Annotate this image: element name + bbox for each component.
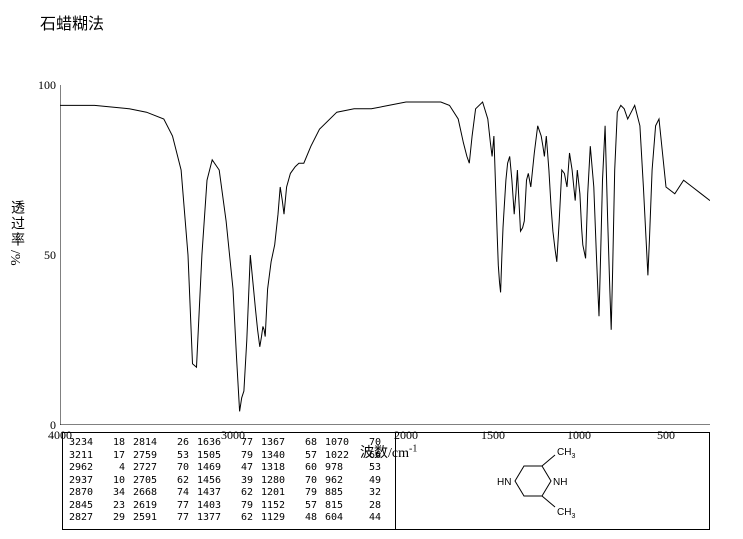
peak-wavenumber: 1505 bbox=[197, 450, 229, 463]
peak-value: 10 bbox=[105, 475, 125, 488]
peak-wavenumber: 1469 bbox=[197, 462, 229, 475]
peak-wavenumber: 3211 bbox=[69, 450, 101, 463]
peak-value: 47 bbox=[233, 462, 253, 475]
peak-value: 18 bbox=[105, 437, 125, 450]
peak-value: 74 bbox=[169, 487, 189, 500]
peak-value: 77 bbox=[233, 437, 253, 450]
peak-wavenumber: 3234 bbox=[69, 437, 101, 450]
peak-wavenumber: 2937 bbox=[69, 475, 101, 488]
peak-value: 79 bbox=[297, 487, 317, 500]
peak-wavenumber: 2727 bbox=[133, 462, 165, 475]
peak-wavenumber: 962 bbox=[325, 475, 357, 488]
y-tick-label: 50 bbox=[26, 248, 56, 263]
peak-wavenumber: 2759 bbox=[133, 450, 165, 463]
molecule-structure: HN NH CH3 CH3 bbox=[396, 433, 709, 529]
peak-wavenumber: 1201 bbox=[261, 487, 293, 500]
peak-value: 53 bbox=[361, 462, 381, 475]
peak-value: 77 bbox=[169, 512, 189, 525]
peak-wavenumber: 1437 bbox=[197, 487, 229, 500]
peak-wavenumber: 1070 bbox=[325, 437, 357, 450]
mol-hn: HN bbox=[497, 477, 511, 488]
peak-value: 68 bbox=[297, 437, 317, 450]
peak-value: 23 bbox=[105, 500, 125, 513]
peak-wavenumber: 1636 bbox=[197, 437, 229, 450]
peak-wavenumber: 885 bbox=[325, 487, 357, 500]
peak-value: 79 bbox=[233, 450, 253, 463]
chart-area: 透过率 /% 050100 40003000200015001000500 波数… bbox=[0, 40, 743, 420]
data-panel: 3234321129622937287028452827181741034232… bbox=[62, 432, 710, 530]
peak-wavenumber: 1152 bbox=[261, 500, 293, 513]
y-tick-label: 100 bbox=[26, 78, 56, 93]
molecule-svg: HN NH CH3 CH3 bbox=[483, 437, 623, 525]
peak-wavenumber: 604 bbox=[325, 512, 357, 525]
peak-wavenumber: 2814 bbox=[133, 437, 165, 450]
peak-wavenumber: 1022 bbox=[325, 450, 357, 463]
peak-value: 53 bbox=[169, 450, 189, 463]
peak-value: 70 bbox=[297, 475, 317, 488]
peak-wavenumber: 2845 bbox=[69, 500, 101, 513]
peak-value: 77 bbox=[169, 500, 189, 513]
peak-value: 29 bbox=[105, 512, 125, 525]
y-axis-label: 透过率 bbox=[6, 200, 26, 248]
peak-value: 34 bbox=[105, 487, 125, 500]
peak-value: 66 bbox=[361, 450, 381, 463]
y-axis-unit: /% bbox=[6, 250, 22, 266]
peak-wavenumber: 2870 bbox=[69, 487, 101, 500]
peak-table: 3234321129622937287028452827181741034232… bbox=[63, 433, 396, 529]
peak-value: 17 bbox=[105, 450, 125, 463]
peak-value: 62 bbox=[233, 487, 253, 500]
peak-value: 70 bbox=[361, 437, 381, 450]
peak-wavenumber: 1318 bbox=[261, 462, 293, 475]
peak-wavenumber: 2619 bbox=[133, 500, 165, 513]
peak-value: 32 bbox=[361, 487, 381, 500]
peak-value: 62 bbox=[233, 512, 253, 525]
peak-wavenumber: 1367 bbox=[261, 437, 293, 450]
peak-wavenumber: 2962 bbox=[69, 462, 101, 475]
mol-nh: NH bbox=[553, 477, 567, 488]
peak-wavenumber: 815 bbox=[325, 500, 357, 513]
peak-wavenumber: 2705 bbox=[133, 475, 165, 488]
peak-value: 57 bbox=[297, 500, 317, 513]
peak-value: 70 bbox=[169, 462, 189, 475]
peak-value: 39 bbox=[233, 475, 253, 488]
mol-ch3-bot: CH3 bbox=[557, 507, 575, 520]
peak-value: 62 bbox=[169, 475, 189, 488]
peak-value: 79 bbox=[233, 500, 253, 513]
peak-value: 44 bbox=[361, 512, 381, 525]
peak-value: 28 bbox=[361, 500, 381, 513]
peak-value: 48 bbox=[297, 512, 317, 525]
chart-title: 石蜡糊法 bbox=[40, 10, 104, 34]
peak-value: 60 bbox=[297, 462, 317, 475]
peak-wavenumber: 1340 bbox=[261, 450, 293, 463]
peak-wavenumber: 2668 bbox=[133, 487, 165, 500]
peak-wavenumber: 1377 bbox=[197, 512, 229, 525]
peak-wavenumber: 2827 bbox=[69, 512, 101, 525]
peak-wavenumber: 2591 bbox=[133, 512, 165, 525]
peak-value: 26 bbox=[169, 437, 189, 450]
peak-wavenumber: 1456 bbox=[197, 475, 229, 488]
peak-wavenumber: 1403 bbox=[197, 500, 229, 513]
peak-value: 4 bbox=[105, 462, 125, 475]
peak-wavenumber: 1280 bbox=[261, 475, 293, 488]
spectrum-plot bbox=[60, 85, 710, 425]
mol-ch3-top: CH3 bbox=[557, 447, 575, 460]
peak-wavenumber: 1129 bbox=[261, 512, 293, 525]
peak-value: 49 bbox=[361, 475, 381, 488]
peak-wavenumber: 978 bbox=[325, 462, 357, 475]
peak-value: 57 bbox=[297, 450, 317, 463]
